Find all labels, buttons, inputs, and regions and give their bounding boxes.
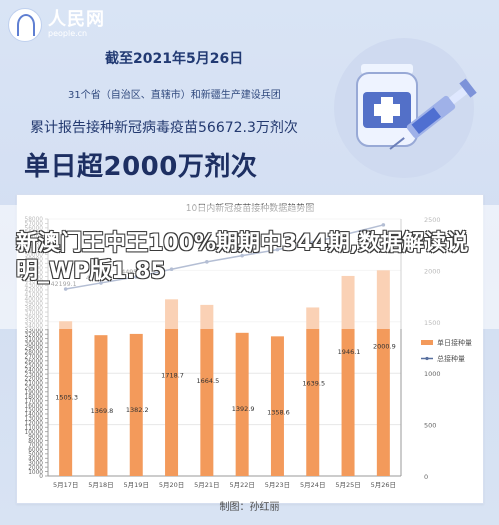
left-axis-tick-label-20: 20000 xyxy=(25,386,44,392)
bar-value-label-7: 1639.5 xyxy=(302,379,325,387)
left-axis-tick-label-0: 0 xyxy=(39,474,43,480)
left-axis-tick-label-1: 1000 xyxy=(28,470,43,476)
x-axis-category-label-4: 5月21日 xyxy=(194,481,219,489)
left-axis-tick-label-5: 5000 xyxy=(28,452,43,458)
overlay-band xyxy=(0,205,499,329)
brand-url: people.cn xyxy=(48,29,88,38)
left-axis-tick-label-14: 14000 xyxy=(25,412,44,418)
left-axis-tick-label-4: 4000 xyxy=(28,456,43,462)
x-axis-category-label-7: 5月24日 xyxy=(300,481,325,489)
bar-0 xyxy=(59,321,73,476)
bar-value-label-1: 1369.8 xyxy=(91,407,114,415)
left-axis-tick-label-12: 12000 xyxy=(25,421,44,427)
total-heading: 累计报告接种新冠病毒疫苗56672.3万剂次 xyxy=(30,120,298,136)
vaccine-illustration xyxy=(334,38,477,178)
left-axis-tick-label-32: 32000 xyxy=(25,332,44,338)
x-axis-category-label-0: 5月17日 xyxy=(53,481,78,489)
x-axis-category-label-5: 5月22日 xyxy=(229,481,254,489)
chart-credit: 制图：孙红丽 xyxy=(219,502,280,513)
left-axis-tick-label-8: 8000 xyxy=(28,439,43,445)
overlay-title: 新澳门王中王100%期期中344期,数据解读说明_WP版1.85 xyxy=(16,231,469,284)
right-axis-tick-label-1: 500 xyxy=(424,422,436,430)
left-axis-tick-label-17: 17000 xyxy=(25,399,44,405)
bar-value-label-8: 1946.1 xyxy=(338,348,361,356)
big-heading: 单日超2000万剂次 xyxy=(24,152,258,182)
x-axis-category-label-3: 5月20日 xyxy=(159,481,184,489)
bar-value-label-2: 1382.2 xyxy=(126,406,149,414)
left-axis-tick-label-28: 28000 xyxy=(25,350,44,356)
legend-line-label: 总接种量 xyxy=(437,354,465,363)
syringe-fluid xyxy=(411,107,441,135)
brand-title: 人民网 xyxy=(48,9,105,30)
x-axis-category-label-8: 5月25日 xyxy=(335,481,360,489)
left-axis-tick-label-9: 9000 xyxy=(28,434,43,440)
brand-text-block: 人民网 people.cn xyxy=(48,11,105,39)
bar-value-label-4: 1664.5 xyxy=(196,377,219,385)
left-axis-tick-label-21: 21000 xyxy=(25,381,44,387)
bar-value-label-0: 1505.3 xyxy=(55,393,78,401)
left-axis-tick-label-25: 25000 xyxy=(25,363,44,369)
legend-line-marker xyxy=(425,356,429,361)
left-axis-tick-label-3: 3000 xyxy=(28,461,43,467)
brand-logo-icon xyxy=(8,8,42,42)
bar-1 xyxy=(94,335,108,476)
bar-3 xyxy=(165,299,179,476)
bar-value-label-9: 2000.9 xyxy=(373,342,396,350)
left-axis-tick-label-10: 10000 xyxy=(25,430,44,436)
left-axis-tick-label-26: 26000 xyxy=(25,359,44,365)
left-axis-tick-label-23: 23000 xyxy=(25,372,44,378)
bar-value-label-6: 1358.6 xyxy=(267,408,290,416)
syringe-needle xyxy=(389,137,405,150)
vial-cap xyxy=(361,64,413,74)
left-axis-tick-label-30: 30000 xyxy=(25,341,44,347)
medical-cross-horizontal-icon xyxy=(374,104,400,116)
left-axis-tick-label-29: 29000 xyxy=(25,346,44,352)
bar-5 xyxy=(235,332,249,476)
bar-value-label-3: 1718.7 xyxy=(161,371,184,379)
syringe-plunger xyxy=(449,86,469,105)
syringe-icon xyxy=(389,78,477,150)
bar-6 xyxy=(270,336,284,476)
left-axis-tick-label-16: 16000 xyxy=(25,403,44,409)
bar-7 xyxy=(306,307,320,476)
legend-bar-label: 单日接种量 xyxy=(437,338,472,347)
left-axis-tick-label-18: 18000 xyxy=(25,394,44,400)
right-axis-tick-label-0: 0 xyxy=(424,473,428,481)
x-axis-category-label-2: 5月19日 xyxy=(124,481,149,489)
left-axis-tick-label-15: 15000 xyxy=(25,408,44,414)
date-heading: 截至2021年5月26日 xyxy=(105,51,244,67)
legend-bar-swatch xyxy=(421,340,433,345)
left-axis-tick-label-24: 24000 xyxy=(25,368,44,374)
right-axis-tick-label-2: 1000 xyxy=(424,370,441,378)
left-axis-tick-label-11: 11000 xyxy=(25,425,44,431)
left-axis-tick-label-2: 2000 xyxy=(28,465,43,471)
left-axis-tick-label-31: 31000 xyxy=(25,337,44,343)
syringe-handle xyxy=(459,78,477,98)
x-axis-category-label-1: 5月18日 xyxy=(88,481,113,489)
bar-4 xyxy=(200,304,214,476)
x-axis-category-label-9: 5月26日 xyxy=(371,481,396,489)
left-axis-tick-label-22: 22000 xyxy=(25,377,44,383)
left-axis-tick-label-13: 13000 xyxy=(25,417,44,423)
left-axis-tick-label-19: 19000 xyxy=(25,390,44,396)
bar-value-label-5: 1392.9 xyxy=(232,405,255,413)
x-axis-category-label-6: 5月23日 xyxy=(265,481,290,489)
left-axis-tick-label-7: 7000 xyxy=(28,443,43,449)
region-heading: 31个省（自治区、直辖市）和新疆生产建设兵团 xyxy=(68,90,281,101)
left-axis-tick-label-27: 27000 xyxy=(25,355,44,361)
brand-logo: 人民网 people.cn xyxy=(8,8,105,42)
left-axis-tick-label-33: 33000 xyxy=(25,328,44,334)
bar-2 xyxy=(129,333,143,476)
left-axis-tick-label-6: 6000 xyxy=(28,448,43,454)
